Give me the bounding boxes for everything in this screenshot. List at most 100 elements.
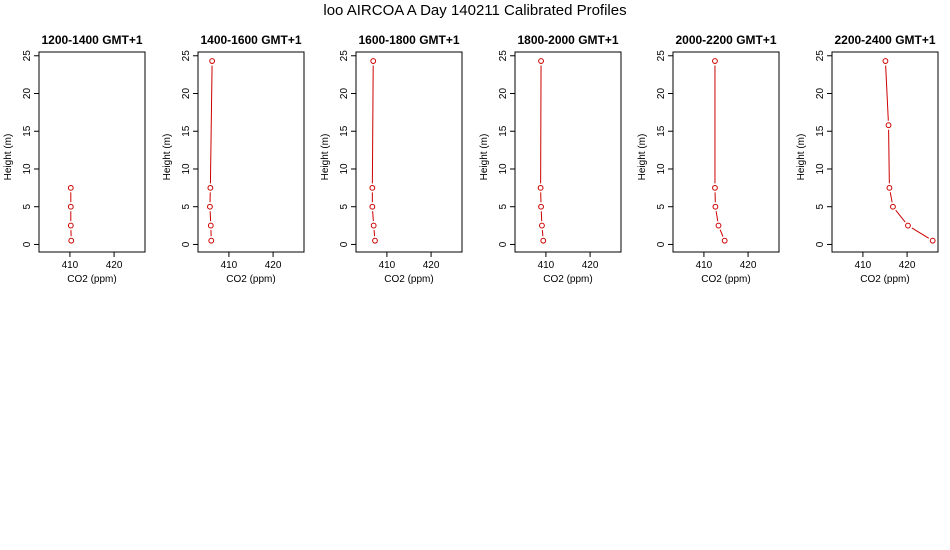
- plot-frame: [831, 51, 939, 253]
- data-point: [882, 58, 889, 64]
- y-tick-label: 25: [656, 50, 667, 62]
- y-tick-label: 0: [181, 241, 192, 247]
- chart-panel-1: 1200-1400 GMT+1 410 420 0 5 10 15 20 25 CO2 (ppm)…: [3, 33, 146, 285]
- series-line-segment: [895, 209, 906, 223]
- y-axis-label: Height (m): [320, 134, 331, 181]
- y-tick-label: 10: [181, 163, 192, 175]
- x-axis-label: CO2 (ppm): [67, 274, 116, 285]
- series-line-segment: [371, 65, 374, 184]
- chart-panel-2: 1400-1600 GMT+1 410 420 0 5 10 15 20 25 CO2 (ppm)…: [162, 33, 305, 285]
- y-tick-label: 20: [22, 88, 33, 100]
- series-line-segment: [373, 230, 376, 237]
- data-point: [370, 222, 377, 229]
- y-tick-label: 10: [815, 163, 826, 175]
- data-point: [369, 184, 376, 191]
- data-point: [208, 237, 215, 244]
- y-tick-label: 15: [339, 125, 350, 137]
- panel-title: 1600-1800 GMT+1: [358, 33, 459, 47]
- y-tick-label: 5: [181, 203, 192, 209]
- y-tick-label: 15: [815, 125, 826, 137]
- data-point: [67, 184, 74, 191]
- chart-panel-4: 1800-2000 GMT+1 410 420 0 5 10 15 20 25 CO2 (ppm)…: [479, 33, 622, 285]
- data-point: [372, 237, 378, 244]
- data-point: [715, 222, 722, 229]
- data-point: [712, 203, 719, 210]
- x-tick-label: 420: [899, 260, 916, 271]
- plot-frame: [38, 51, 146, 253]
- series-line-segment: [889, 192, 893, 203]
- y-tick-label: 5: [339, 203, 350, 209]
- x-tick-label: 410: [221, 260, 238, 271]
- y-tick-label: 10: [339, 163, 350, 175]
- x-axis-label: CO2 (ppm): [860, 274, 909, 285]
- data-point: [886, 184, 893, 191]
- y-axis-label: Height (m): [162, 134, 173, 181]
- x-tick-label: 410: [62, 260, 79, 271]
- x-tick-label: 410: [538, 260, 555, 271]
- series-line-segment: [715, 211, 719, 222]
- y-tick-label: 25: [181, 50, 192, 62]
- x-axis-label: CO2 (ppm): [543, 274, 592, 285]
- data-point: [207, 184, 214, 191]
- data-point: [712, 184, 718, 191]
- y-tick-label: 0: [656, 241, 667, 247]
- plot-frame: [197, 51, 305, 253]
- data-point: [905, 222, 911, 229]
- data-point: [721, 237, 728, 244]
- plot-frame: [355, 51, 463, 253]
- y-tick-label: 0: [498, 241, 509, 247]
- data-point: [67, 222, 74, 229]
- y-tick-label: 10: [656, 163, 667, 175]
- main-title: loo AIRCOA A Day 140211 Calibrated Profi…: [323, 2, 627, 19]
- x-axis-label: CO2 (ppm): [701, 274, 750, 285]
- x-tick-label: 420: [582, 260, 599, 271]
- panel-title: 2000-2200 GMT+1: [675, 33, 776, 47]
- series-line-segment: [209, 65, 213, 184]
- data-point: [537, 184, 544, 191]
- plot-frame: [514, 51, 622, 253]
- y-tick-label: 20: [498, 88, 509, 100]
- data-point: [890, 203, 896, 210]
- y-tick-label: 0: [22, 241, 33, 247]
- data-point: [370, 58, 377, 64]
- y-tick-label: 5: [22, 203, 33, 209]
- y-tick-label: 25: [815, 50, 826, 62]
- panel-title: 1200-1400 GMT+1: [41, 33, 142, 47]
- x-tick-label: 420: [740, 260, 757, 271]
- data-point: [929, 237, 936, 244]
- x-tick-label: 420: [106, 260, 123, 271]
- panel-title: 1800-2000 GMT+1: [517, 33, 618, 47]
- y-tick-label: 20: [339, 88, 350, 100]
- data-point: [67, 203, 74, 210]
- chart-panel-6: 2200-2400 GMT+1 410 420 0 5 10 15 20 25 CO2 (ppm)…: [796, 33, 939, 285]
- series-line-segment: [719, 229, 724, 237]
- y-tick-label: 0: [815, 241, 826, 247]
- y-tick-label: 5: [815, 203, 826, 209]
- plot-frame: [672, 51, 780, 253]
- x-tick-label: 420: [423, 260, 440, 271]
- y-tick-label: 15: [656, 125, 667, 137]
- chart-panel-3: 1600-1800 GMT+1 410 420 0 5 10 15 20 25 CO2 (ppm)…: [320, 33, 463, 285]
- x-tick-label: 410: [855, 260, 872, 271]
- y-tick-label: 25: [339, 50, 350, 62]
- chart-panel-5: 2000-2200 GMT+1 410 420 0 5 10 15 20 25 CO2 (ppm)…: [637, 33, 780, 285]
- series-line-segment: [911, 227, 930, 239]
- data-point: [209, 58, 216, 64]
- x-axis-label: CO2 (ppm): [226, 274, 275, 285]
- data-point: [207, 203, 213, 210]
- y-tick-label: 20: [181, 88, 192, 100]
- data-point: [885, 122, 892, 129]
- y-tick-label: 10: [498, 163, 509, 175]
- series-line-segment: [885, 65, 889, 121]
- x-tick-label: 420: [265, 260, 282, 271]
- data-point: [68, 237, 75, 244]
- y-axis-label: Height (m): [637, 134, 648, 181]
- data-point: [538, 58, 544, 64]
- x-tick-label: 410: [696, 260, 713, 271]
- y-tick-label: 10: [22, 163, 33, 175]
- y-tick-label: 5: [498, 203, 509, 209]
- y-tick-label: 25: [22, 50, 33, 62]
- y-tick-label: 25: [498, 50, 509, 62]
- panel-title: 2200-2400 GMT+1: [834, 33, 935, 47]
- data-point: [539, 222, 545, 229]
